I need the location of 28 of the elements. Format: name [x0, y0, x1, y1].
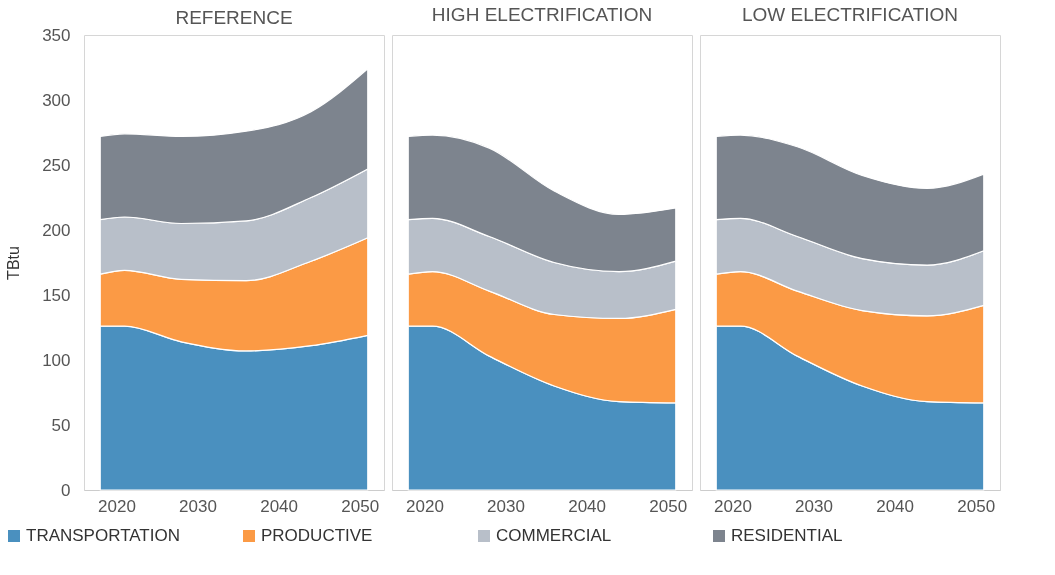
y-tick-label: 300 — [42, 90, 71, 110]
y-tick-label: 100 — [42, 350, 71, 370]
x-tick-label: 2050 — [649, 496, 688, 516]
legend-label: PRODUCTIVE — [261, 526, 373, 546]
x-tick-label: 2030 — [795, 496, 833, 516]
y-tick-label: 50 — [51, 415, 71, 435]
y-axis-title: TBtu — [5, 246, 23, 280]
chart-title: LOW ELECTRIFICATION — [741, 4, 959, 25]
chart-title: REFERENCE — [175, 7, 293, 28]
x-tick-label: 2020 — [98, 496, 136, 516]
text: TRANSPORTATION — [26, 526, 180, 546]
x-tick-label: 2030 — [487, 496, 525, 516]
y-tick-label: 0 — [61, 480, 71, 500]
x-tick-label: 2030 — [179, 496, 217, 516]
y-tick-label: 150 — [42, 285, 71, 305]
x-tick-label: 2020 — [406, 496, 444, 516]
x-tick-label: 2040 — [876, 496, 915, 516]
x-tick-label: 2050 — [957, 496, 996, 516]
y-tick-label: 250 — [42, 155, 71, 175]
chart-title: HIGH ELECTRIFICATION — [431, 4, 653, 25]
y-tick-label: 200 — [42, 220, 71, 240]
legend-label: RESIDENTIAL — [731, 526, 843, 546]
x-tick-label: 2040 — [260, 496, 299, 516]
legend-label: COMMERCIAL — [496, 526, 612, 546]
x-tick-label: 2020 — [714, 496, 752, 516]
y-tick-label: 350 — [42, 25, 71, 45]
x-tick-label: 2050 — [341, 496, 380, 516]
x-tick-label: 2040 — [568, 496, 607, 516]
